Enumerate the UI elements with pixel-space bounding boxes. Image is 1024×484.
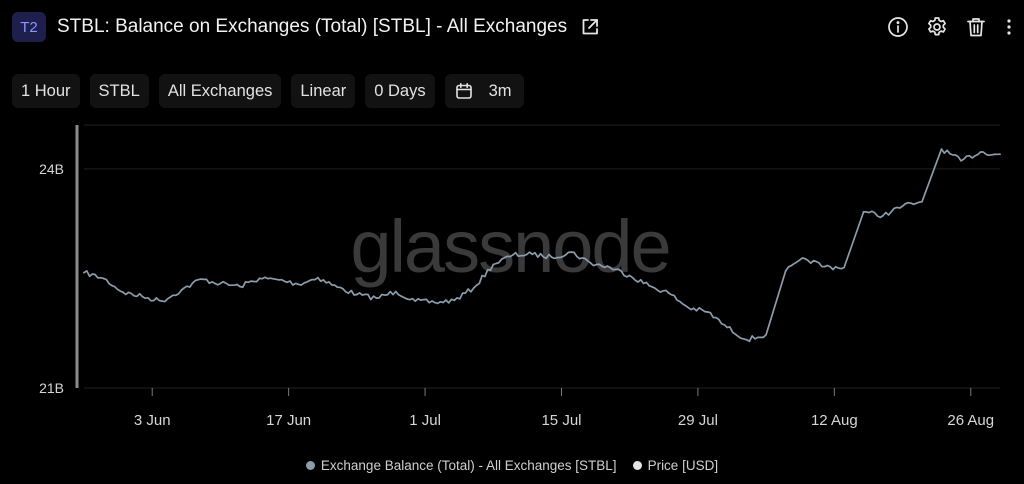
series-line-exchange-balance <box>83 148 1001 343</box>
x-tick-label: 12 Aug <box>811 412 858 429</box>
legend-label-exchange-balance: Exchange Balance (Total) - All Exchanges… <box>320 458 617 473</box>
data-point <box>765 333 768 336</box>
data-point <box>239 285 241 288</box>
data-point <box>979 151 982 153</box>
data-point <box>940 148 943 151</box>
legend-item-exchange-balance[interactable]: Exchange Balance (Total) - All Exchanges… <box>305 458 617 473</box>
data-point <box>706 311 709 313</box>
data-point <box>355 293 358 296</box>
external-link-icon[interactable] <box>579 16 601 38</box>
legend-dot-price <box>632 461 642 470</box>
chart-toolbar: 1 Hour STBL All Exchanges Linear 0 Days … <box>12 74 534 108</box>
grid-lines <box>84 124 1000 389</box>
data-point <box>726 326 729 329</box>
data-point <box>472 287 475 289</box>
legend-label-price: Price [USD] <box>647 458 719 473</box>
x-tick-label: 26 Aug <box>947 412 994 429</box>
data-point <box>336 286 339 289</box>
header-actions <box>870 15 1014 39</box>
data-point <box>433 301 436 304</box>
data-point <box>570 251 573 254</box>
chart-header: T2 STBL: Balance on Exchanges (Total) [S… <box>12 11 1014 43</box>
data-point <box>609 266 612 269</box>
calendar-icon <box>455 82 473 100</box>
data-point <box>921 200 923 203</box>
data-point <box>453 299 456 302</box>
data-point <box>394 290 397 293</box>
x-tick-label: 17 Jun <box>266 412 311 429</box>
range-label: 3m <box>488 81 512 100</box>
data-point <box>648 284 651 287</box>
data-point <box>804 257 807 260</box>
chart-badge: T2 <box>12 12 46 42</box>
data-point <box>161 300 163 302</box>
data-point <box>784 270 787 273</box>
watermark: glassnode <box>350 205 669 288</box>
y-axis-ticks: 21B 24B <box>39 161 64 396</box>
chart-title: STBL: Balance on Exchanges (Total) [STBL… <box>57 16 568 37</box>
x-axis-ticks: 3 Jun 17 Jun 1 Jul 15 Jul 29 Jul 12 Aug 26 Aug <box>134 388 994 429</box>
more-vertical-icon[interactable] <box>1004 15 1014 39</box>
data-point <box>960 159 962 162</box>
asset-select[interactable]: STBL <box>89 74 149 108</box>
exchange-select[interactable]: All Exchanges <box>158 74 282 108</box>
data-point <box>141 295 144 298</box>
data-point <box>102 277 105 280</box>
data-point <box>83 271 85 274</box>
data-point <box>745 338 748 341</box>
data-point <box>531 253 534 256</box>
chart-legend: Exchange Balance (Total) - All Exchanges… <box>0 458 1024 473</box>
data-point <box>375 297 378 300</box>
scale-select[interactable]: Linear <box>291 74 356 108</box>
x-tick-label: 1 Jul <box>409 412 441 429</box>
data-point <box>492 263 495 266</box>
range-select[interactable]: 3m <box>444 74 524 108</box>
x-tick-label: 29 Jul <box>678 412 718 429</box>
data-point <box>687 306 690 309</box>
data-point <box>628 274 631 277</box>
y-tick-label: 24B <box>39 161 64 177</box>
data-point <box>589 262 592 264</box>
data-point <box>823 265 826 268</box>
data-point <box>511 254 514 256</box>
data-point <box>999 153 1001 156</box>
data-point <box>667 292 670 294</box>
resolution-select[interactable]: 1 Hour <box>12 74 80 108</box>
data-point <box>882 214 884 217</box>
legend-item-price[interactable]: Price [USD] <box>632 458 719 473</box>
x-tick-label: 3 Jun <box>134 412 171 429</box>
series-layer <box>83 148 1001 343</box>
trash-icon[interactable] <box>965 15 987 39</box>
data-point <box>862 211 865 213</box>
data-point <box>277 278 280 281</box>
data-point <box>219 282 222 285</box>
sma-select[interactable]: 0 Days <box>365 74 435 108</box>
data-point <box>414 300 417 302</box>
data-point <box>122 291 124 294</box>
data-point <box>258 277 261 280</box>
gear-icon[interactable] <box>926 15 948 39</box>
data-point <box>180 289 183 292</box>
x-tick-label: 15 Jul <box>541 412 581 429</box>
data-point <box>297 283 300 286</box>
data-point <box>550 256 553 259</box>
y-tick-label: 21B <box>39 380 64 396</box>
data-point <box>200 278 202 281</box>
info-icon[interactable] <box>887 15 909 39</box>
data-point <box>901 205 904 207</box>
legend-dot-exchange-balance <box>305 461 315 470</box>
data-point <box>316 276 319 279</box>
data-point <box>843 266 845 269</box>
